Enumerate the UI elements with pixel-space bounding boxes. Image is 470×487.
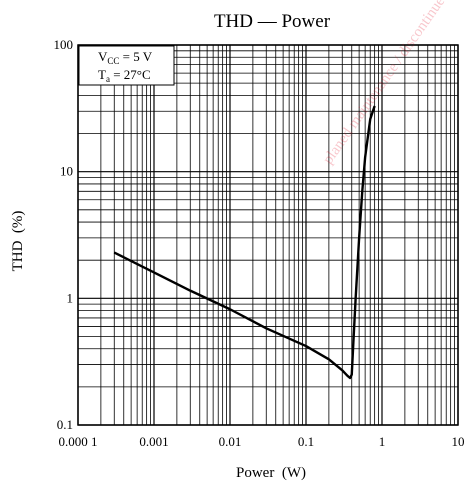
x-tick-labels: 0.000 1 0.001 0.01 0.1 1 10 <box>59 434 465 449</box>
y-tick-label: 1 <box>67 290 74 305</box>
conditions-box <box>78 45 175 86</box>
x-tick-label: 10 <box>452 434 465 449</box>
y-tick-labels: 0.1 1 10 100 <box>54 37 74 432</box>
y-tick-label: 100 <box>54 37 74 52</box>
ta-condition: Ta = 27°C <box>98 67 151 84</box>
svg-text:planed maintenance / discontin: planed maintenance / discontinued <box>320 0 453 167</box>
x-tick-label: 0.1 <box>298 434 314 449</box>
y-tick-label: 10 <box>60 164 73 179</box>
grid-lines <box>77 44 459 426</box>
chart-title: THD — Power <box>214 11 331 32</box>
vcc-condition: VCC = 5 V <box>98 49 153 66</box>
watermark: planed maintenance / discontinued <box>320 0 453 167</box>
thd-curve-line <box>113 105 376 380</box>
y-axis-label: THD (%) <box>10 211 26 272</box>
x-tick-label: 0.000 1 <box>59 434 98 449</box>
x-tick-label: 0.001 <box>139 434 168 449</box>
x-axis-label: Power (W) <box>236 465 306 481</box>
x-tick-label: 1 <box>379 434 386 449</box>
x-tick-label: 0.01 <box>219 434 242 449</box>
plot-frame <box>77 44 459 426</box>
y-tick-label: 0.1 <box>57 417 73 432</box>
